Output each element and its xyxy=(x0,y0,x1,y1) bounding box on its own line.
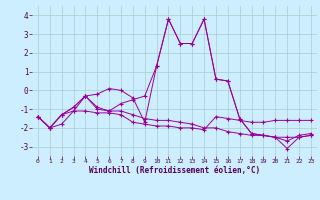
X-axis label: Windchill (Refroidissement éolien,°C): Windchill (Refroidissement éolien,°C) xyxy=(89,166,260,175)
